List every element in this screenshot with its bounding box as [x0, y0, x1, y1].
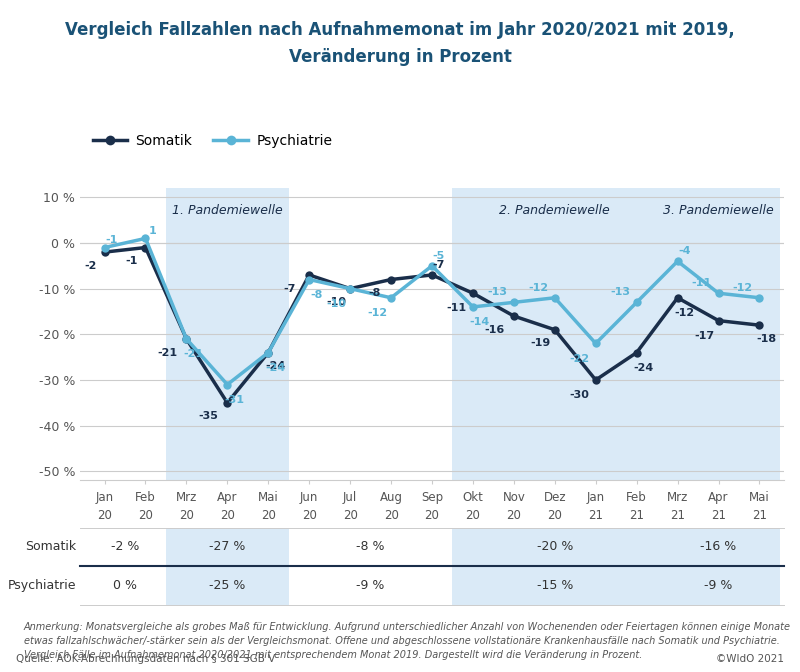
Text: 20: 20: [302, 509, 317, 522]
Text: -18: -18: [756, 334, 777, 344]
Text: Apr: Apr: [708, 491, 729, 504]
Text: -7: -7: [433, 260, 445, 270]
Text: 20: 20: [466, 509, 480, 522]
Text: 1. Pandemiewelle: 1. Pandemiewelle: [172, 204, 282, 217]
Text: Apr: Apr: [217, 491, 238, 504]
Text: 20: 20: [220, 509, 234, 522]
Text: 21: 21: [711, 509, 726, 522]
Text: 21: 21: [752, 509, 767, 522]
Text: 21: 21: [629, 509, 644, 522]
Text: -12: -12: [733, 283, 753, 293]
Text: Feb: Feb: [626, 491, 647, 504]
Text: -17: -17: [694, 331, 714, 341]
Text: -7: -7: [283, 284, 296, 294]
Text: -2: -2: [85, 261, 97, 271]
Text: -11: -11: [692, 278, 712, 288]
Text: -16: -16: [484, 325, 505, 335]
Text: -19: -19: [530, 339, 551, 348]
Text: Jun: Jun: [300, 491, 318, 504]
Bar: [657, 188, 780, 480]
Text: Jan: Jan: [95, 491, 114, 504]
Text: Anmerkung: Monatsvergleiche als grobes Maß für Entwicklung. Aufgrund unterschied: Anmerkung: Monatsvergleiche als grobes M…: [24, 622, 791, 661]
Text: Mai: Mai: [749, 491, 770, 504]
Text: -21: -21: [157, 347, 177, 358]
Text: 21: 21: [588, 509, 603, 522]
Text: -4: -4: [678, 247, 690, 256]
Text: Mrz: Mrz: [667, 491, 688, 504]
Text: 20: 20: [97, 509, 112, 522]
Text: -31: -31: [224, 394, 244, 405]
Text: 20: 20: [138, 509, 153, 522]
Text: -24: -24: [265, 363, 286, 373]
Text: 21: 21: [670, 509, 685, 522]
Text: 20: 20: [261, 509, 276, 522]
Text: -24: -24: [634, 363, 654, 373]
Text: -5: -5: [433, 251, 445, 261]
Text: -8: -8: [310, 290, 322, 300]
Text: 20: 20: [506, 509, 522, 522]
Text: -8: -8: [368, 288, 381, 298]
Text: -21: -21: [183, 349, 203, 359]
Text: Jan: Jan: [586, 491, 605, 504]
Text: 3. Pandemiewelle: 3. Pandemiewelle: [663, 204, 774, 217]
Text: -9 %: -9 %: [357, 579, 385, 592]
Text: -25 %: -25 %: [209, 579, 246, 592]
Text: -1: -1: [126, 256, 138, 266]
Text: -13: -13: [487, 288, 507, 298]
Text: Aug: Aug: [379, 491, 402, 504]
Text: 20: 20: [547, 509, 562, 522]
Text: -9 %: -9 %: [704, 579, 733, 592]
Bar: [453, 188, 657, 480]
Text: -10: -10: [326, 297, 346, 307]
Text: -11: -11: [446, 303, 466, 313]
Legend: Somatik, Psychiatrie: Somatik, Psychiatrie: [87, 128, 338, 154]
Text: -30: -30: [569, 390, 589, 400]
Text: -22: -22: [569, 353, 589, 364]
Text: Dez: Dez: [543, 491, 566, 504]
Text: -2 %: -2 %: [111, 540, 139, 553]
Text: -8 %: -8 %: [356, 540, 385, 553]
Text: 1: 1: [149, 226, 156, 237]
Text: -13: -13: [610, 288, 630, 298]
Text: Mai: Mai: [258, 491, 278, 504]
Text: Nov: Nov: [502, 491, 526, 504]
Text: Okt: Okt: [462, 491, 483, 504]
Bar: [166, 188, 289, 480]
Text: -14: -14: [470, 317, 490, 327]
Text: 20: 20: [342, 509, 358, 522]
Text: -15 %: -15 %: [537, 579, 573, 592]
Text: -16 %: -16 %: [700, 540, 737, 553]
Text: 20: 20: [384, 509, 398, 522]
Text: -12: -12: [528, 283, 548, 293]
Text: 20: 20: [179, 509, 194, 522]
Text: -35: -35: [198, 411, 218, 421]
Text: Vergleich Fallzahlen nach Aufnahmemonat im Jahr 2020/2021 mit 2019,
Veränderung : Vergleich Fallzahlen nach Aufnahmemonat …: [65, 22, 735, 66]
Text: Feb: Feb: [135, 491, 156, 504]
Text: Somatik: Somatik: [25, 540, 76, 553]
Text: -10: -10: [326, 298, 346, 308]
Text: Jul: Jul: [343, 491, 358, 504]
Text: -20 %: -20 %: [537, 540, 573, 553]
Text: ©WIdO 2021: ©WIdO 2021: [716, 654, 784, 664]
Text: -1: -1: [106, 235, 118, 245]
Text: -24: -24: [265, 362, 286, 371]
Text: 20: 20: [425, 509, 439, 522]
Text: Sep: Sep: [421, 491, 443, 504]
Text: 2. Pandemiewelle: 2. Pandemiewelle: [499, 204, 610, 217]
Text: -12: -12: [674, 308, 694, 318]
Text: Quelle: AOK-Abrechnungsdaten nach § 301 SGB V: Quelle: AOK-Abrechnungsdaten nach § 301 …: [16, 654, 275, 664]
Text: Psychiatrie: Psychiatrie: [7, 579, 76, 592]
Text: 0 %: 0 %: [113, 579, 137, 592]
Text: -27 %: -27 %: [209, 540, 246, 553]
Text: Mrz: Mrz: [176, 491, 197, 504]
Text: -12: -12: [367, 308, 387, 318]
